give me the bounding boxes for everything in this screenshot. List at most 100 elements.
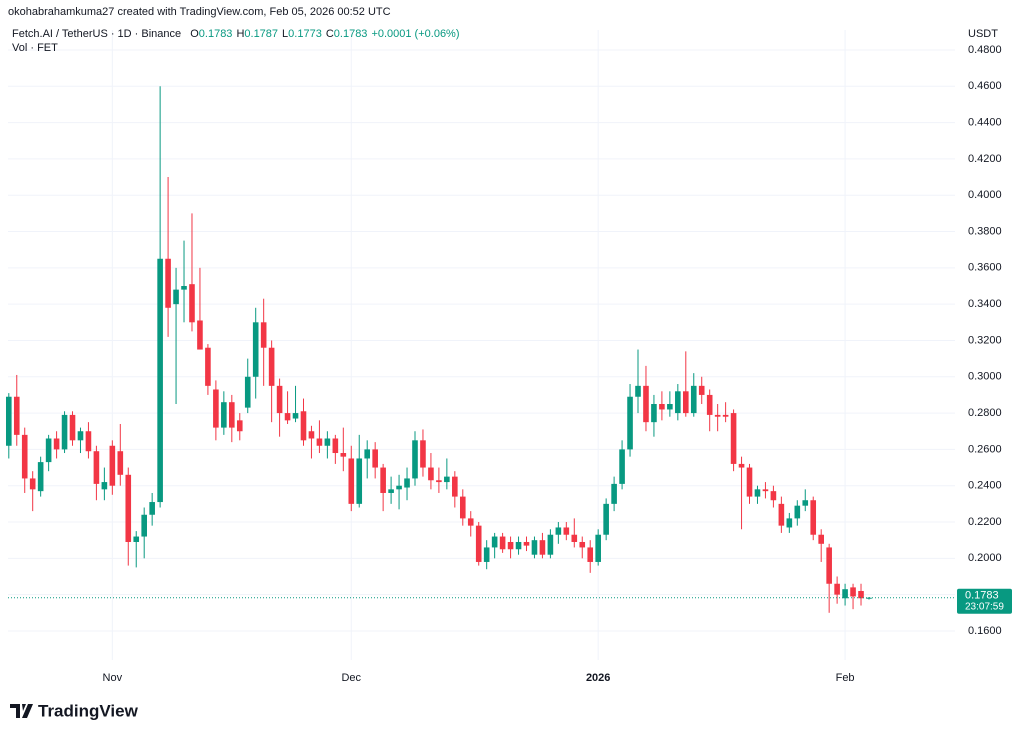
ohlc-letter: L xyxy=(282,28,288,40)
y-tick-label: 0.3400 xyxy=(968,298,1002,310)
candle-body xyxy=(133,536,140,542)
candle-body xyxy=(252,322,259,377)
candle-body xyxy=(467,518,474,526)
candle-body xyxy=(722,414,729,417)
candle-body xyxy=(197,320,203,350)
candle-body xyxy=(523,541,530,546)
y-tick-label: 0.4800 xyxy=(968,44,1002,56)
candle-body xyxy=(13,396,20,435)
candle-body xyxy=(404,478,410,488)
candle-body xyxy=(388,489,394,493)
ohlc-value: 0.1783 xyxy=(199,28,233,40)
candle-body xyxy=(786,518,793,528)
candle-body xyxy=(149,502,155,515)
candle-body xyxy=(205,347,211,386)
candle-body xyxy=(308,431,315,439)
candle-body xyxy=(778,503,785,526)
candle-body xyxy=(316,438,323,446)
candle-body xyxy=(181,285,187,290)
candle-body xyxy=(380,467,386,493)
candle-body xyxy=(491,536,498,548)
candle-body xyxy=(738,463,745,468)
candle-body xyxy=(682,391,689,414)
candle-body xyxy=(340,453,347,457)
candle-body xyxy=(834,583,840,595)
candle-body xyxy=(667,404,673,410)
price-label-box xyxy=(957,588,1012,614)
candle-body xyxy=(260,322,267,348)
candle-body xyxy=(141,514,147,537)
candle-body xyxy=(372,449,378,468)
candle-body xyxy=(117,451,124,475)
x-tick-label: Feb xyxy=(836,672,855,684)
candle-body xyxy=(563,527,570,535)
candle-body xyxy=(268,347,275,386)
candle-body xyxy=(21,434,28,479)
candle-body xyxy=(236,420,243,432)
candle-body xyxy=(356,458,363,504)
candle-body xyxy=(595,534,601,562)
candle-body xyxy=(714,414,721,417)
candle-body xyxy=(539,540,546,555)
candle-body xyxy=(364,449,371,459)
y-tick-label: 0.3200 xyxy=(968,334,1002,346)
candle-body xyxy=(627,396,633,450)
candle-body xyxy=(213,389,219,428)
candle-body xyxy=(292,413,299,419)
candle-body xyxy=(420,440,426,468)
candle-body xyxy=(571,534,578,542)
candle-body xyxy=(396,485,402,490)
candle-body xyxy=(348,458,355,504)
candle-body xyxy=(483,547,490,562)
logo-icon xyxy=(10,704,33,718)
candle-body xyxy=(101,482,108,490)
candle-body xyxy=(37,462,44,492)
candle-body xyxy=(651,404,657,423)
candle-body xyxy=(555,527,562,535)
candle-body xyxy=(428,467,434,481)
candle-body xyxy=(802,500,809,506)
candle-body xyxy=(499,536,506,550)
candle-body xyxy=(587,547,594,562)
candle-body xyxy=(53,438,60,450)
candle-body xyxy=(459,496,466,519)
y-tick-label: 0.3000 xyxy=(968,371,1002,383)
header: Fetch.AI / TetherUS · 1D · Binance O0.17… xyxy=(12,28,460,40)
candle-body xyxy=(794,505,801,519)
candle-body xyxy=(5,396,12,446)
candle-body xyxy=(698,385,705,395)
candle-body xyxy=(690,385,697,414)
candle-body xyxy=(444,476,450,483)
candle-body xyxy=(842,589,848,599)
candle-body xyxy=(475,525,482,562)
y-tick-label: 0.1600 xyxy=(968,625,1002,637)
candle-body xyxy=(515,541,522,550)
candles xyxy=(5,86,955,613)
candle-body xyxy=(810,500,817,535)
candle-body xyxy=(706,394,713,415)
candle-body xyxy=(858,591,864,599)
ohlc-value: 0.1773 xyxy=(288,28,322,40)
ohlc-letter: H xyxy=(236,28,244,40)
candle-body xyxy=(436,480,442,483)
y-tick-label: 0.2000 xyxy=(968,552,1002,564)
axes: 0.16000.18000.20000.22000.24000.26000.28… xyxy=(103,44,1012,684)
candle-body xyxy=(826,547,832,584)
candle-body xyxy=(635,385,641,397)
candle-body xyxy=(109,445,116,486)
chart-title: Fetch.AI / TetherUS · 1D · Binance xyxy=(12,28,181,40)
y-tick-label: 0.4600 xyxy=(968,80,1002,92)
candle-body xyxy=(866,597,872,599)
candle-body xyxy=(45,438,52,463)
attribution: okohabrahamkuma27 created with TradingVi… xyxy=(8,6,391,18)
candle-body xyxy=(675,391,681,414)
candle-body xyxy=(77,431,84,441)
candle-body xyxy=(643,385,649,423)
price-label: 0.1783 xyxy=(965,590,999,602)
candle-body xyxy=(165,258,171,308)
candle-body xyxy=(412,440,418,479)
ohlc-letter: C xyxy=(326,28,334,40)
candle-body xyxy=(324,438,331,446)
x-tick-label: Nov xyxy=(103,672,123,684)
